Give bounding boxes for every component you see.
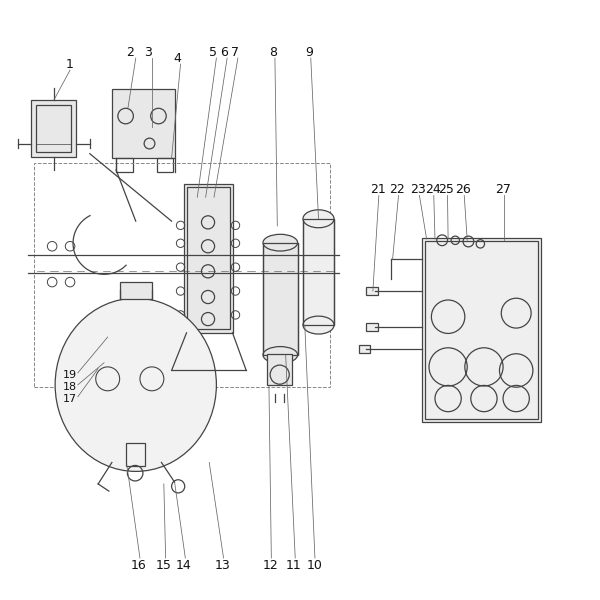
Bar — [125, 443, 145, 466]
Ellipse shape — [303, 316, 334, 334]
Bar — [303, 219, 334, 325]
Text: 21: 21 — [370, 183, 386, 196]
Text: 4: 4 — [173, 52, 182, 65]
Text: 12: 12 — [262, 559, 278, 572]
Bar — [263, 242, 298, 355]
Ellipse shape — [263, 347, 298, 364]
Bar — [303, 219, 334, 325]
Text: 17: 17 — [63, 394, 77, 404]
Bar — [36, 106, 71, 152]
Text: 18: 18 — [63, 382, 77, 392]
Text: 16: 16 — [131, 559, 146, 572]
Text: 7: 7 — [231, 46, 239, 59]
Text: 22: 22 — [389, 183, 405, 196]
Text: 6: 6 — [220, 46, 228, 59]
Text: 26: 26 — [455, 183, 471, 196]
Ellipse shape — [303, 210, 334, 228]
Bar — [157, 158, 173, 172]
Bar — [119, 282, 152, 299]
Text: 24: 24 — [425, 183, 440, 196]
Text: 5: 5 — [209, 46, 217, 59]
Bar — [116, 158, 133, 172]
Text: 8: 8 — [269, 46, 277, 59]
Bar — [31, 100, 76, 157]
Bar — [422, 238, 541, 422]
Text: 1: 1 — [66, 58, 74, 71]
Bar — [112, 89, 175, 158]
Text: 23: 23 — [410, 183, 425, 196]
Text: 25: 25 — [439, 183, 454, 196]
Text: 3: 3 — [144, 46, 152, 59]
Text: 27: 27 — [495, 183, 511, 196]
Ellipse shape — [55, 298, 217, 472]
Ellipse shape — [263, 235, 298, 251]
Text: 14: 14 — [176, 559, 191, 572]
Bar — [425, 241, 538, 419]
Text: 10: 10 — [307, 559, 323, 572]
Text: 19: 19 — [63, 370, 77, 380]
Bar — [34, 163, 330, 386]
Bar — [359, 345, 370, 353]
Bar — [263, 242, 298, 355]
Text: 9: 9 — [305, 46, 313, 59]
Bar — [187, 187, 230, 329]
Text: 11: 11 — [286, 559, 302, 572]
Bar — [365, 287, 377, 295]
Bar — [365, 323, 377, 331]
Bar — [267, 354, 292, 385]
Text: 13: 13 — [214, 559, 230, 572]
Text: 15: 15 — [156, 559, 172, 572]
Text: 2: 2 — [126, 46, 134, 59]
Bar — [184, 184, 233, 333]
